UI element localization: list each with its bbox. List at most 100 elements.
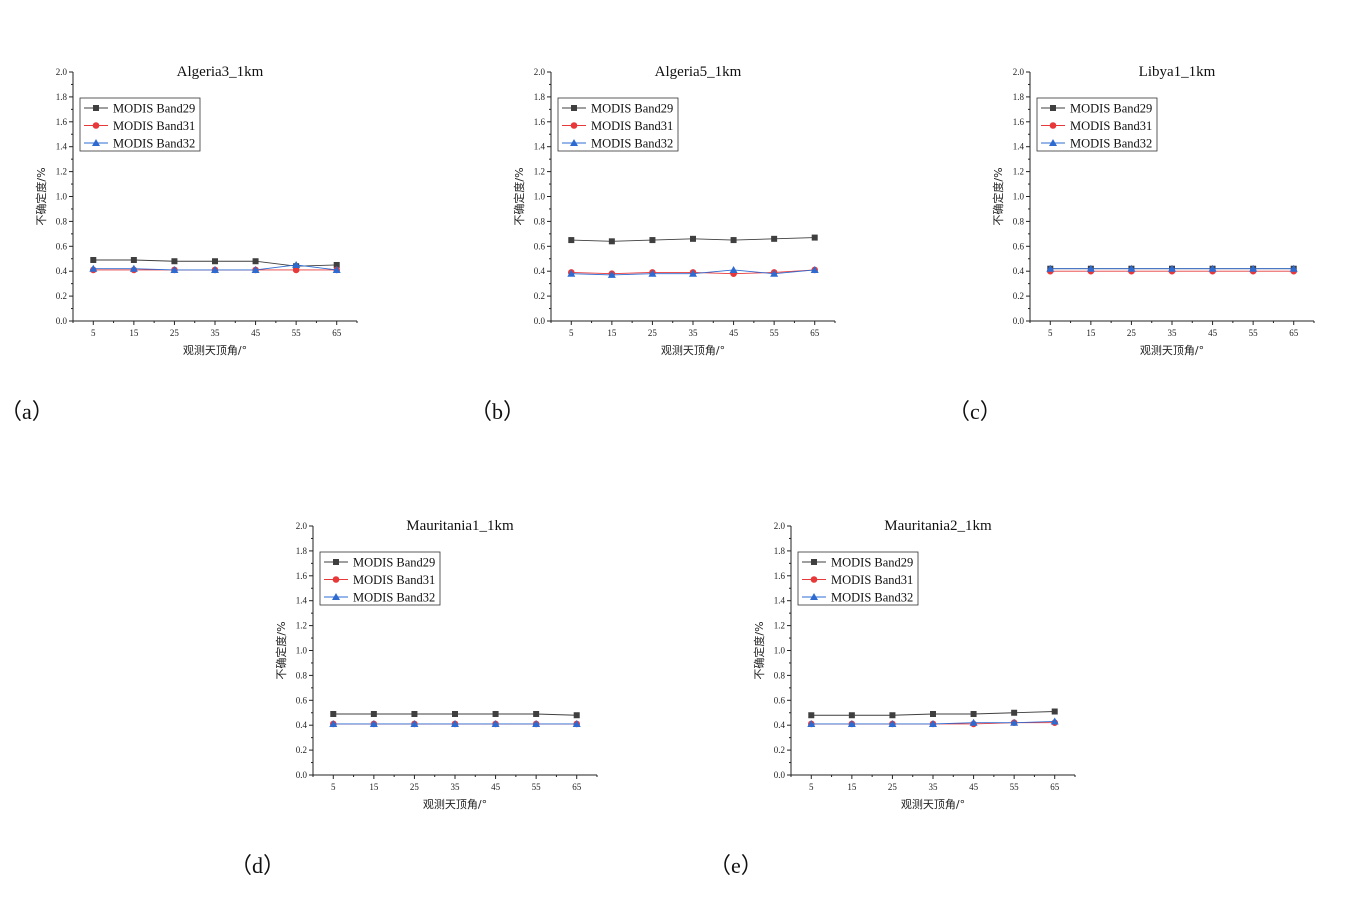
data-point [572,719,581,727]
series-1 [568,234,818,245]
data-point [89,264,98,272]
data-point [568,237,575,244]
y-tick-label: 0.8 [1013,216,1025,226]
data-point [811,234,818,241]
data-point [730,237,737,244]
chart-algeria5: Algeria5_1km 0.0 0.2 0.4 0.6 0.8 1.0 1.2 1.4 1.6 1… [512,64,836,357]
y-tick-label: 0.0 [774,770,786,780]
y-tick-label: 1.6 [56,117,68,127]
data-point [1051,708,1058,715]
y-tick-label: 1.0 [56,192,68,202]
data-point [252,258,259,265]
y-axis-label: 不确定度/% [34,167,48,225]
y-tick-label: 2.0 [1013,67,1025,77]
y-axis-label: 不确定度/% [752,621,766,679]
data-point [170,265,179,273]
y-tick-label: 1.2 [534,167,545,177]
data-point [607,270,616,278]
data-point [848,712,855,719]
y-tick-label: 0.2 [56,291,67,301]
y-tick-label: 2.0 [534,67,546,77]
x-tick-label: 65 [810,328,820,338]
y-tick-label: 1.8 [774,546,786,556]
y-axis-label: 不确定度/% [512,167,526,225]
legend-label: MODIS Band29 [1070,102,1152,116]
y-tick-label: 0.6 [774,695,786,705]
data-point [369,719,378,727]
y-tick-label: 0.6 [56,241,68,251]
legend-label: MODIS Band31 [113,119,195,133]
y-tick-label: 1.2 [774,621,785,631]
x-tick-label: 45 [491,782,501,792]
data-point [729,265,738,273]
data-point [330,710,337,717]
y-tick-label: 1.6 [774,571,786,581]
data-point [929,719,937,727]
legend-box [1036,97,1158,152]
x-tick-label: 5 [91,328,96,338]
x-tick-label: 25 [1127,328,1137,338]
data-point [1011,709,1018,716]
chart-algeria3: Algeria3_1km 0.0 0.2 0.4 0.6 0.8 1.0 1.2 1.4 1.6 1… [34,64,358,357]
data-point [770,269,779,277]
data-point [90,256,97,263]
y-tick-label: 1.2 [1013,167,1024,177]
chart-title: Algeria3_1km [177,64,264,80]
y-tick-label: 0.0 [296,770,308,780]
y-tick-label: 0.8 [56,216,68,226]
x-tick-label: 25 [888,782,898,792]
x-tick-label: 35 [929,782,939,792]
data-point [1249,264,1258,272]
x-tick-label: 5 [809,782,814,792]
chart-libya1: Libya1_1km 0.0 0.2 0.4 0.6 0.8 1.0 1.2 1.4 1.6 1.8… [991,64,1315,357]
legend: MODIS Band29 MODIS Band31 MODIS Band32 [557,97,679,152]
data-point [1127,264,1136,272]
legend-marker [93,105,99,111]
y-tick-label: 1.2 [296,621,307,631]
x-tick-label: 15 [1086,328,1096,338]
y-tick-label: 1.8 [534,92,546,102]
x-tick-label: 35 [451,782,461,792]
legend-marker [92,139,100,146]
data-point [211,265,219,273]
data-point [532,719,541,727]
data-point [492,710,499,717]
y-tick-label: 1.0 [1013,192,1025,202]
data-point [1289,264,1298,272]
y-tick-label: 1.6 [1013,117,1025,127]
y-tick-label: 0.6 [296,695,308,705]
panel-label-e: （e） [709,853,763,878]
x-tick-label: 65 [572,782,582,792]
y-tick-label: 0.4 [774,720,786,730]
x-tick-label: 35 [211,328,221,338]
legend-label: MODIS Band32 [831,591,913,605]
y-tick-label: 0.8 [534,216,546,226]
data-point [1208,264,1217,272]
panel-label-c: （c） [948,399,1002,424]
y-tick-label: 0.4 [56,266,68,276]
series-1 [808,708,1058,719]
legend-label: MODIS Band29 [113,102,195,116]
x-tick-label: 35 [1168,328,1178,338]
data-point [889,712,896,719]
y-tick-label: 2.0 [56,67,68,77]
legend-label: MODIS Band31 [353,573,435,587]
legend-label: MODIS Band29 [591,102,673,116]
data-point [332,265,341,273]
legend: MODIS Band29 MODIS Band31 MODIS Band32 [319,551,441,606]
x-axis-label: 观测天顶角/° [183,344,247,357]
data-point [212,258,218,265]
data-point [251,265,260,273]
y-tick-label: 1.8 [56,92,68,102]
x-axis-label: 观测天顶角/° [423,798,487,811]
data-point [648,269,657,277]
legend-marker [810,576,818,583]
x-tick-label: 65 [332,328,342,338]
y-tick-label: 2.0 [296,521,308,531]
y-tick-label: 0.2 [534,291,545,301]
series-3 [807,717,1059,727]
x-tick-label: 15 [369,782,379,792]
y-tick-label: 0.4 [534,266,546,276]
legend-label: MODIS Band32 [591,137,673,151]
data-point [129,264,138,272]
